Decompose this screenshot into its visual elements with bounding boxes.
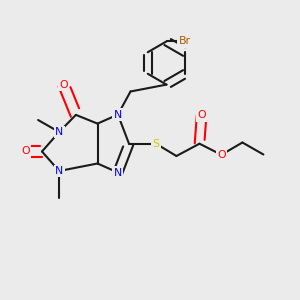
Text: Br: Br <box>178 36 190 46</box>
Text: O: O <box>197 110 206 121</box>
Text: S: S <box>152 139 160 149</box>
Text: N: N <box>55 127 63 137</box>
Text: N: N <box>55 166 63 176</box>
Text: N: N <box>114 167 122 178</box>
Text: O: O <box>59 80 68 90</box>
Text: O: O <box>21 146 30 157</box>
Text: N: N <box>114 110 122 120</box>
Text: O: O <box>217 150 226 160</box>
